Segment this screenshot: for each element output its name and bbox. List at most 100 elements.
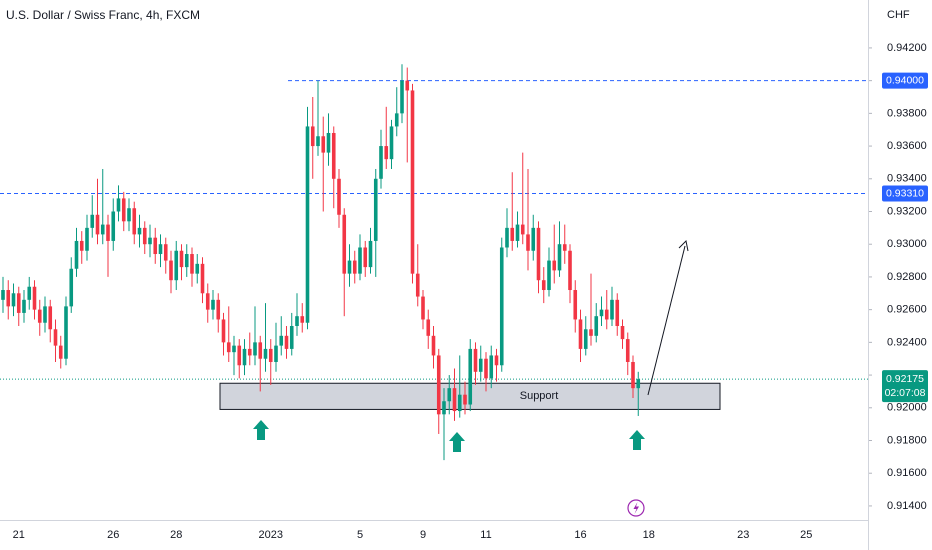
last-price-label: 0.92175 [886,373,924,385]
y-tick-label: 0.92400 [887,336,927,348]
candle-body [358,247,362,274]
y-tick-label: 0.94200 [887,42,927,54]
candle-body [478,358,483,372]
candle-body [468,348,473,405]
y-tick-label: 0.91400 [887,500,927,512]
candle-body [331,132,336,179]
y-tick-label: 0.93000 [887,238,927,250]
zone-label: Support [520,390,559,402]
candle-body [195,263,200,274]
y-tick-label: 0.91800 [887,434,927,446]
candle-body [58,345,63,359]
candle-body [636,379,641,389]
candle-body [27,286,32,300]
x-tick-label: 18 [643,529,655,541]
candle-body [489,355,494,379]
candle-body [106,224,110,241]
candle-body [221,319,226,343]
candle-body [463,394,467,405]
candle-body [226,342,231,353]
candle-body [394,113,399,127]
candle-body [200,263,205,294]
candle-body [137,227,142,235]
candle-body [610,299,614,320]
y-tick-label: 0.92000 [887,402,927,414]
chart-title: U.S. Dollar / Swiss Franc, 4h, FXCM [6,8,200,22]
candle-body [153,237,158,255]
x-tick-label: 2023 [259,529,283,541]
y-tick-label: 0.91600 [887,467,927,479]
candle-body [148,237,152,245]
candle-body [184,254,189,268]
candle-body [247,348,252,356]
candle-body [536,227,541,281]
candle-body [127,208,131,222]
candle-body [352,260,357,274]
candle-body [16,293,21,313]
candle-body [484,358,488,379]
candle-body [300,316,305,323]
up-arrow-icon [449,432,465,452]
candle-body [6,290,11,307]
candle-body [526,234,530,251]
candle-body [1,290,5,300]
y-axis-label: CHF [887,9,910,21]
candle-body [457,394,462,412]
candle-body [158,244,163,255]
event-icon[interactable] [627,499,645,517]
candle-body [179,250,184,268]
y-tick-label: 0.93200 [887,205,927,217]
candle-body [547,260,551,291]
candle-body [452,388,457,412]
candle-body [116,198,121,212]
candle-body [342,214,347,274]
candle-body [95,214,100,235]
candle-body [615,299,620,327]
x-tick-label: 16 [574,529,586,541]
candle-body [410,90,415,274]
x-tick-label: 5 [357,529,363,541]
y-tick-label: 0.93400 [887,173,927,185]
candle-body [289,326,294,349]
candle-body [242,348,247,366]
candle-body [174,250,179,281]
candle-body [515,224,520,241]
candle-body [316,136,320,147]
x-tick-label: 28 [170,529,182,541]
candle-body [310,126,315,147]
candle-body [32,286,37,310]
y-tick-label: 0.93600 [887,140,927,152]
candle-body [253,342,257,356]
y-tick-label: 0.93800 [887,107,927,119]
candle-body [11,293,16,307]
candle-body [631,361,635,389]
candle-body [373,178,378,241]
candle-body [620,326,625,340]
candle-body [305,126,310,323]
x-tick-label: 26 [107,529,119,541]
candle-body [121,198,126,222]
candle-body [347,260,352,274]
candle-body [205,293,210,310]
candle-body [520,224,525,235]
candle-body [583,329,588,349]
candle-body [268,348,273,362]
candle-body [163,244,168,261]
candle-body [295,316,299,327]
candle-body [64,306,68,359]
candle-body [499,247,504,366]
candle-body [531,227,536,251]
candle-body [578,319,583,349]
candle-body [363,247,368,268]
y-tick-label: 0.92800 [887,271,927,283]
candle-body [447,388,452,402]
candle-body [90,214,95,228]
candle-body [573,290,578,320]
price-tag-label: 0.94000 [886,74,924,86]
candle-body [400,80,404,114]
candle-body [43,306,47,323]
candle-body [541,280,546,291]
candle-body [505,227,509,248]
candle-body [237,345,242,366]
candle-body [379,146,383,179]
